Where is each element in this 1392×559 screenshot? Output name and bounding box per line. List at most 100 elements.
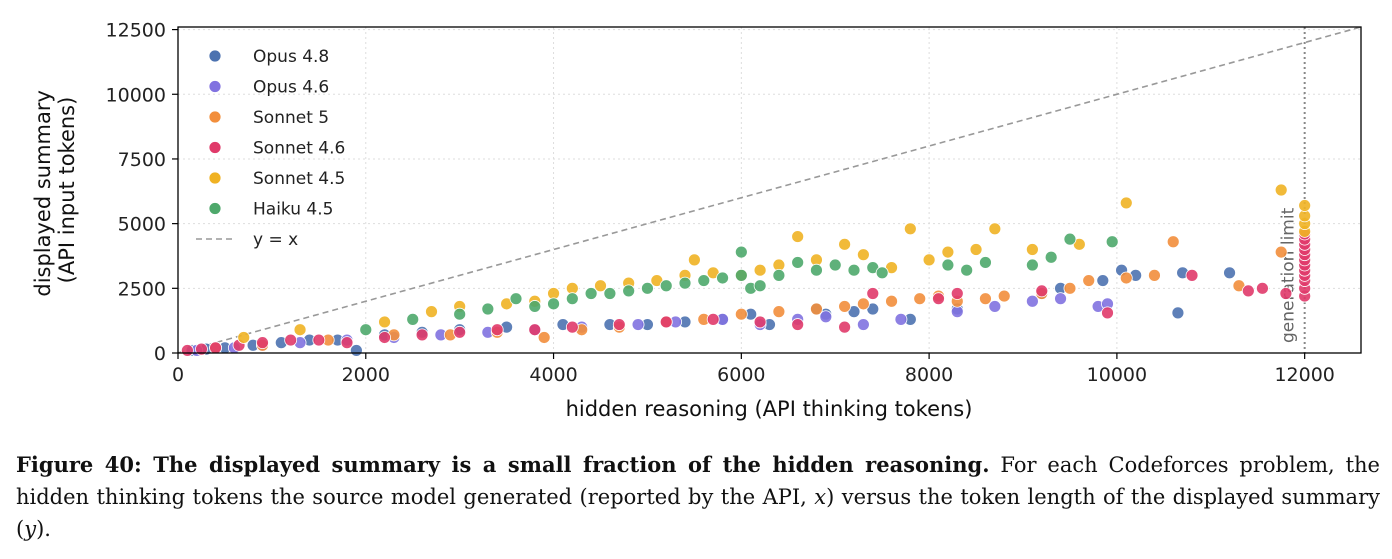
legend: Opus 4.8 Opus 4.6 Sonnet 5 Sonnet 4.6 Sonnet…	[196, 47, 345, 250]
data-point-haiku-4-5	[734, 245, 748, 259]
caption-text-3: ).	[36, 517, 51, 541]
legend-marker	[208, 49, 222, 63]
data-point-haiku-4-5	[734, 268, 748, 282]
data-point-opus-4-6	[631, 318, 645, 331]
x-tick-label: 4000	[529, 364, 577, 386]
data-point-sonnet-4-6	[1256, 281, 1269, 295]
data-point-sonnet-4-5	[838, 237, 852, 251]
data-point-sonnet-4-5	[1274, 183, 1288, 197]
data-point-sonnet-4-6	[565, 320, 579, 334]
data-point-sonnet-4-5	[969, 243, 983, 256]
data-point-haiku-4-5	[847, 263, 861, 277]
y-tick-label: 12500	[106, 20, 166, 42]
data-point-haiku-4-5	[753, 279, 767, 293]
data-point-sonnet-4-5	[753, 263, 767, 277]
reference-line-y-equals-x	[177, 26, 1362, 354]
data-point-sonnet-4-6	[950, 287, 964, 300]
data-point-sonnet-4-6	[340, 336, 354, 350]
data-point-sonnet-4-6	[1241, 284, 1255, 298]
data-point-sonnet-5	[913, 292, 927, 306]
data-point-sonnet-4-6	[378, 331, 391, 344]
data-point-sonnet-4-6	[932, 292, 945, 306]
data-point-sonnet-5	[810, 302, 823, 316]
data-point-sonnet-4-6	[838, 320, 852, 334]
data-point-sonnet-4-6	[791, 318, 805, 331]
data-point-haiku-4-5	[1044, 250, 1058, 264]
legend-label: y = x	[253, 230, 298, 250]
caption-y-var: y	[24, 517, 37, 541]
scatter-chart: generation limit 0 2000 4000 6000 8000 10000 1…	[31, 20, 1362, 421]
data-point-opus-4-6	[894, 312, 908, 326]
data-point-sonnet-4-5	[988, 222, 1002, 236]
data-point-haiku-4-5	[1105, 235, 1119, 249]
caption-text-2: ) versus the token length of the display…	[16, 485, 1380, 541]
data-point-sonnet-4-6	[866, 287, 880, 300]
data-point-sonnet-4-5	[293, 323, 307, 337]
data-point-haiku-4-5	[584, 287, 598, 300]
legend-label: Sonnet 4.5	[253, 169, 345, 189]
data-point-sonnet-5	[537, 331, 551, 344]
figure-caption: Figure 40: The displayed summary is a sm…	[16, 449, 1380, 545]
data-point-sonnet-5	[1063, 281, 1077, 295]
y-axis-ticks: 0 2500 5000 7500 10000 12500	[106, 20, 178, 365]
data-point-sonnet-4-5	[1119, 196, 1133, 210]
data-point-sonnet-4-6	[312, 333, 326, 347]
data-point-sonnet-5	[772, 305, 786, 319]
data-point-haiku-4-5	[772, 268, 786, 282]
data-point-sonnet-4-5	[941, 245, 955, 259]
data-point-sonnet-5	[997, 289, 1011, 303]
data-point-haiku-4-5	[509, 292, 523, 306]
legend-label: Opus 4.6	[253, 78, 329, 98]
caption-x-var: x	[814, 485, 827, 509]
legend-marker	[208, 202, 222, 215]
x-tick-label: 0	[172, 364, 184, 386]
data-point-haiku-4-5	[622, 284, 636, 298]
y-axis-label: displayed summary (API input tokens)	[31, 83, 79, 296]
data-point-sonnet-4-6	[180, 344, 194, 357]
caption-lead: Figure 40: The displayed summary is a sm…	[16, 452, 990, 477]
data-point-sonnet-4-6	[612, 318, 626, 331]
legend-label: Sonnet 4.6	[253, 139, 345, 159]
data-point-opus-4-6	[1025, 294, 1039, 308]
data-point-sonnet-4-5	[791, 230, 805, 243]
data-point-sonnet-4-6	[284, 333, 298, 347]
data-point-haiku-4-5	[828, 258, 842, 272]
data-point-sonnet-4-6	[1279, 287, 1293, 300]
x-tick-label: 2000	[342, 364, 390, 386]
data-point-opus-4-8	[1171, 306, 1185, 320]
data-point-sonnet-4-5	[237, 331, 251, 344]
data-point-sonnet-4-5	[1025, 243, 1039, 256]
data-point-sonnet-5	[734, 307, 748, 321]
x-tick-label: 8000	[905, 364, 953, 386]
legend-marker	[208, 110, 222, 124]
data-point-haiku-4-5	[716, 271, 729, 285]
data-point-sonnet-4-6	[1101, 306, 1114, 320]
data-point-sonnet-4-6	[528, 323, 542, 337]
data-point-opus-4-8	[1223, 266, 1236, 280]
data-point-haiku-4-5	[603, 287, 617, 300]
legend-label: Opus 4.8	[253, 47, 329, 67]
data-point-sonnet-4-5	[378, 315, 391, 329]
y-tick-label: 5000	[118, 214, 166, 236]
x-axis-label: hidden reasoning (API thinking tokens)	[566, 397, 973, 421]
data-point-sonnet-4-5	[594, 279, 607, 293]
data-point-sonnet-5	[1274, 245, 1288, 259]
legend-label: Haiku 4.5	[253, 200, 333, 220]
data-point-sonnet-4-6	[195, 342, 208, 356]
data-point-sonnet-5	[1119, 271, 1133, 285]
data-point-haiku-4-5	[641, 281, 654, 295]
y-tick-label: 10000	[106, 84, 166, 106]
data-point-haiku-4-5	[547, 297, 560, 311]
data-point-opus-4-8	[1096, 274, 1110, 287]
data-point-haiku-4-5	[791, 256, 805, 269]
y-axis-label-line-2: (API input tokens)	[55, 97, 79, 284]
data-point-haiku-4-5	[960, 263, 974, 277]
data-point-sonnet-4-5	[687, 253, 701, 267]
data-point-sonnet-4-6	[209, 341, 222, 355]
data-point-sonnet-4-5	[903, 222, 917, 236]
data-point-sonnet-4-6	[256, 336, 269, 350]
data-point-opus-4-6	[1054, 292, 1067, 306]
data-point-haiku-4-5	[1025, 258, 1039, 272]
data-point-haiku-4-5	[565, 292, 579, 306]
data-point-opus-4-6	[988, 300, 1002, 313]
